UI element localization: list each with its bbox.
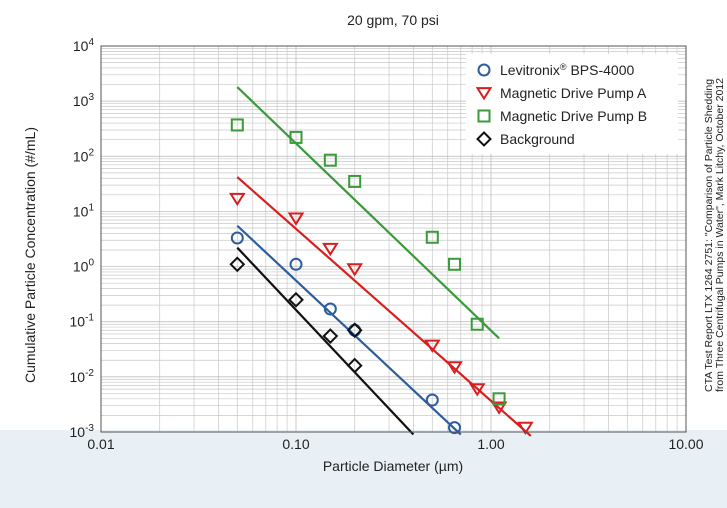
x-tick-label: 1.00 [477, 436, 504, 452]
y-axis-label: Cumulative Particle Concentration (#/mL) [22, 127, 38, 383]
legend-label: Levitronix® BPS-4000 [500, 62, 634, 78]
data-point-diamond [322, 328, 339, 344]
data-point-triangle-down [446, 361, 463, 375]
y-tick-label: 100 [73, 258, 95, 275]
data-point-circle [448, 421, 462, 435]
fit-line-square [236, 86, 500, 340]
data-point-square [230, 118, 244, 132]
legend-label: Magnetic Drive Pump B [500, 108, 647, 124]
x-axis-label: Particle Diameter (µm) [323, 458, 463, 474]
data-point-diamond [346, 322, 363, 339]
data-point-triangle-down [322, 242, 339, 257]
data-point-circle [289, 257, 303, 271]
data-point-diamond [288, 291, 304, 308]
x-tick-label: 10.00 [668, 436, 703, 452]
data-point-triangle-down [346, 263, 364, 277]
data-point-triangle-down [517, 421, 534, 436]
x-tick-label: 0.10 [282, 436, 309, 452]
data-point-triangle-down [287, 212, 305, 226]
data-point-circle [425, 393, 439, 407]
y-tick-label: 102 [73, 147, 95, 164]
x-tick-labels: 0.01 0.10 1.00 10.00 [87, 436, 703, 452]
y-tick-label: 10-3 [70, 423, 95, 440]
y-tick-label: 10-1 [70, 313, 95, 330]
source-note: CTA Test Report LTX 1264 2751: "Comparis… [703, 78, 726, 392]
data-point-triangle-down [423, 339, 441, 353]
legend-box [466, 54, 678, 154]
data-point-circle [323, 302, 337, 316]
data-point-circle [230, 231, 244, 245]
gridlines [101, 46, 686, 432]
source-note-line-1: CTA Test Report LTX 1264 2751: "Comparis… [703, 79, 715, 392]
data-point-square [448, 257, 462, 271]
legend-label: Background [500, 131, 575, 147]
chart-title: 20 gpm, 70 psi [347, 12, 439, 28]
legend: Levitronix® BPS-4000 Magnetic Drive Pump … [466, 54, 678, 154]
y-tick-label: 103 [73, 92, 95, 109]
data-point-triangle-down [228, 192, 246, 207]
legend-marker-diamond [476, 131, 492, 147]
y-tick-label: 10-2 [70, 368, 95, 385]
data-point-square [425, 230, 439, 244]
y-tick-labels: 104 103 102 101 100 10-1 10-2 10-3 [70, 37, 95, 440]
fit-line-diamond [236, 246, 415, 436]
y-tick-label: 101 [73, 202, 95, 219]
legend-marker-triangle-down [475, 87, 493, 101]
data-point-square [492, 392, 506, 406]
data-point-square [289, 130, 303, 144]
legend-marker-square [477, 109, 491, 123]
data-point-triangle-down [490, 401, 508, 415]
legend-label: Magnetic Drive Pump A [500, 85, 647, 101]
data-point-square [470, 317, 484, 331]
source-note-line-2: from Three Centrifugal Pumps in Water", … [714, 78, 726, 392]
fit-line-triangle-down [236, 176, 532, 437]
x-tick-label: 0.01 [87, 436, 114, 452]
data-point-triangle-down [468, 383, 486, 397]
data-point-diamond [346, 357, 363, 374]
plot-frame [100, 45, 687, 433]
data-point-square [348, 174, 362, 188]
data-point-diamond [229, 256, 246, 273]
legend-marker-circle [477, 63, 491, 77]
data-point-square [323, 153, 337, 167]
y-tick-label: 104 [73, 37, 95, 54]
data-points [228, 118, 534, 436]
